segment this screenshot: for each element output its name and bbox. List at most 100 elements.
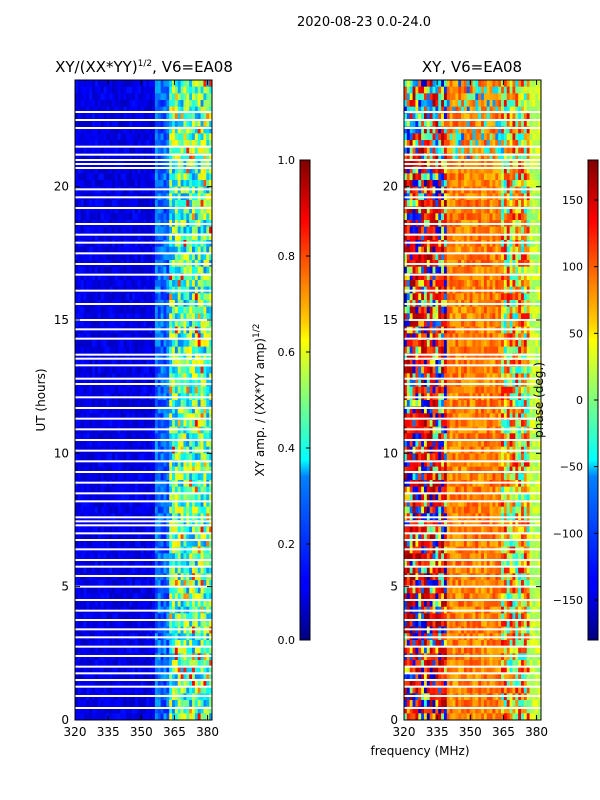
flagged-row xyxy=(75,520,212,523)
colorbar-tick-label: 1.0 xyxy=(278,154,296,167)
phase-axis-ticks: 320 335 350 365 380 0 5 10 15 20 xyxy=(383,80,548,739)
flagged-row xyxy=(75,167,212,169)
flagged-row xyxy=(404,481,541,484)
phase-colorbar-label: phase (deg.) xyxy=(532,362,546,438)
flagged-row xyxy=(404,167,541,169)
flagged-row xyxy=(75,619,212,621)
flagged-row xyxy=(404,328,541,331)
flagged-row xyxy=(404,428,541,431)
y-tick-label: 15 xyxy=(383,313,398,327)
x-tick-label: 320 xyxy=(393,725,416,739)
flagged-row xyxy=(404,417,541,420)
colorbar-tick-label: 0.6 xyxy=(278,346,296,359)
flagged-row xyxy=(404,241,541,244)
flagged-row xyxy=(404,559,541,561)
y-tick-label: 0 xyxy=(61,713,69,727)
flagged-row xyxy=(75,337,212,340)
flagged-row xyxy=(75,159,212,161)
flagged-row xyxy=(75,153,212,156)
flagged-row xyxy=(404,273,541,276)
flagged-row xyxy=(404,207,541,209)
flagged-row xyxy=(404,364,541,367)
flagged-row xyxy=(75,500,212,503)
phase-panel-title: XY, V6=EA08 xyxy=(422,58,522,76)
flagged-row xyxy=(404,460,541,463)
flagged-row xyxy=(75,241,212,244)
flagged-row xyxy=(404,609,541,612)
flagged-row xyxy=(75,145,212,148)
x-tick-label: 350 xyxy=(459,725,482,739)
flagged-row xyxy=(75,609,212,612)
flagged-row xyxy=(75,628,212,631)
x-tick-label: 335 xyxy=(97,725,120,739)
flagged-row xyxy=(404,679,541,681)
x-tick-label: 365 xyxy=(163,725,186,739)
x-tick-label: 380 xyxy=(525,725,548,739)
flagged-row xyxy=(404,492,541,495)
amplitude-ylabel: UT (hours) xyxy=(34,368,48,431)
flagged-row xyxy=(404,289,541,292)
flagged-row xyxy=(75,252,212,255)
flagged-row xyxy=(75,233,212,236)
flagged-row xyxy=(404,672,541,675)
x-tick-label: 320 xyxy=(64,725,87,739)
flagged-row xyxy=(404,196,541,199)
flagged-row xyxy=(75,377,212,380)
flagged-row xyxy=(404,516,541,519)
flagged-row xyxy=(75,357,212,360)
flagged-row xyxy=(404,685,541,688)
flagged-row xyxy=(75,679,212,681)
flagged-row xyxy=(404,599,541,601)
flagged-row xyxy=(404,471,541,473)
flagged-row xyxy=(404,377,541,380)
flagged-row xyxy=(404,127,541,129)
flagged-row xyxy=(75,599,212,601)
flagged-row xyxy=(75,565,212,568)
flagged-row xyxy=(404,439,541,441)
flagged-row xyxy=(75,665,212,668)
flagged-row xyxy=(75,524,212,527)
flagged-row xyxy=(75,471,212,473)
flagged-row xyxy=(404,163,541,165)
flagged-row xyxy=(404,645,541,648)
y-tick-label: 10 xyxy=(383,446,398,460)
flagged-row xyxy=(75,353,212,356)
colorbar-tick-label: 150 xyxy=(562,194,583,207)
flagged-row xyxy=(404,353,541,356)
flagged-row xyxy=(404,532,541,535)
flagged-row xyxy=(75,303,212,305)
flagged-row xyxy=(75,407,212,409)
x-tick-label: 335 xyxy=(426,725,449,739)
flagged-row xyxy=(404,636,541,639)
y-tick-label: 0 xyxy=(390,713,398,727)
flagged-row xyxy=(75,575,212,577)
colorbar-tick-label: −150 xyxy=(553,594,583,607)
flagged-row xyxy=(75,439,212,441)
flagged-row xyxy=(75,645,212,648)
flagged-row xyxy=(75,481,212,484)
flagged-row xyxy=(404,145,541,148)
x-tick-label: 380 xyxy=(196,725,219,739)
flagged-row xyxy=(404,539,541,541)
flagged-row xyxy=(75,383,212,385)
flagged-row xyxy=(75,492,212,495)
flagged-row xyxy=(75,396,212,399)
phase-axes-frame xyxy=(403,79,542,721)
flagged-row xyxy=(75,207,212,209)
x-tick-label: 350 xyxy=(130,725,153,739)
y-tick-label: 15 xyxy=(54,313,69,327)
flagged-row xyxy=(404,524,541,527)
flagged-row xyxy=(404,252,541,255)
flagged-row xyxy=(404,319,541,321)
y-tick-label: 10 xyxy=(54,446,69,460)
colorbar-tick-label: 0.8 xyxy=(278,250,296,263)
flagged-row xyxy=(75,328,212,331)
flagged-row xyxy=(404,520,541,523)
flagged-row xyxy=(75,559,212,561)
flagged-row xyxy=(404,565,541,568)
flagged-row xyxy=(404,585,541,588)
flagged-row xyxy=(75,539,212,541)
flagged-row xyxy=(75,532,212,535)
flagged-row xyxy=(75,273,212,276)
y-tick-label: 5 xyxy=(61,580,69,594)
